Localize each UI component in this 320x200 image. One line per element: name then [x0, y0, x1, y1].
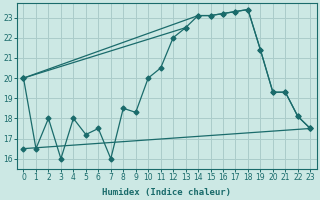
X-axis label: Humidex (Indice chaleur): Humidex (Indice chaleur)	[102, 188, 231, 197]
